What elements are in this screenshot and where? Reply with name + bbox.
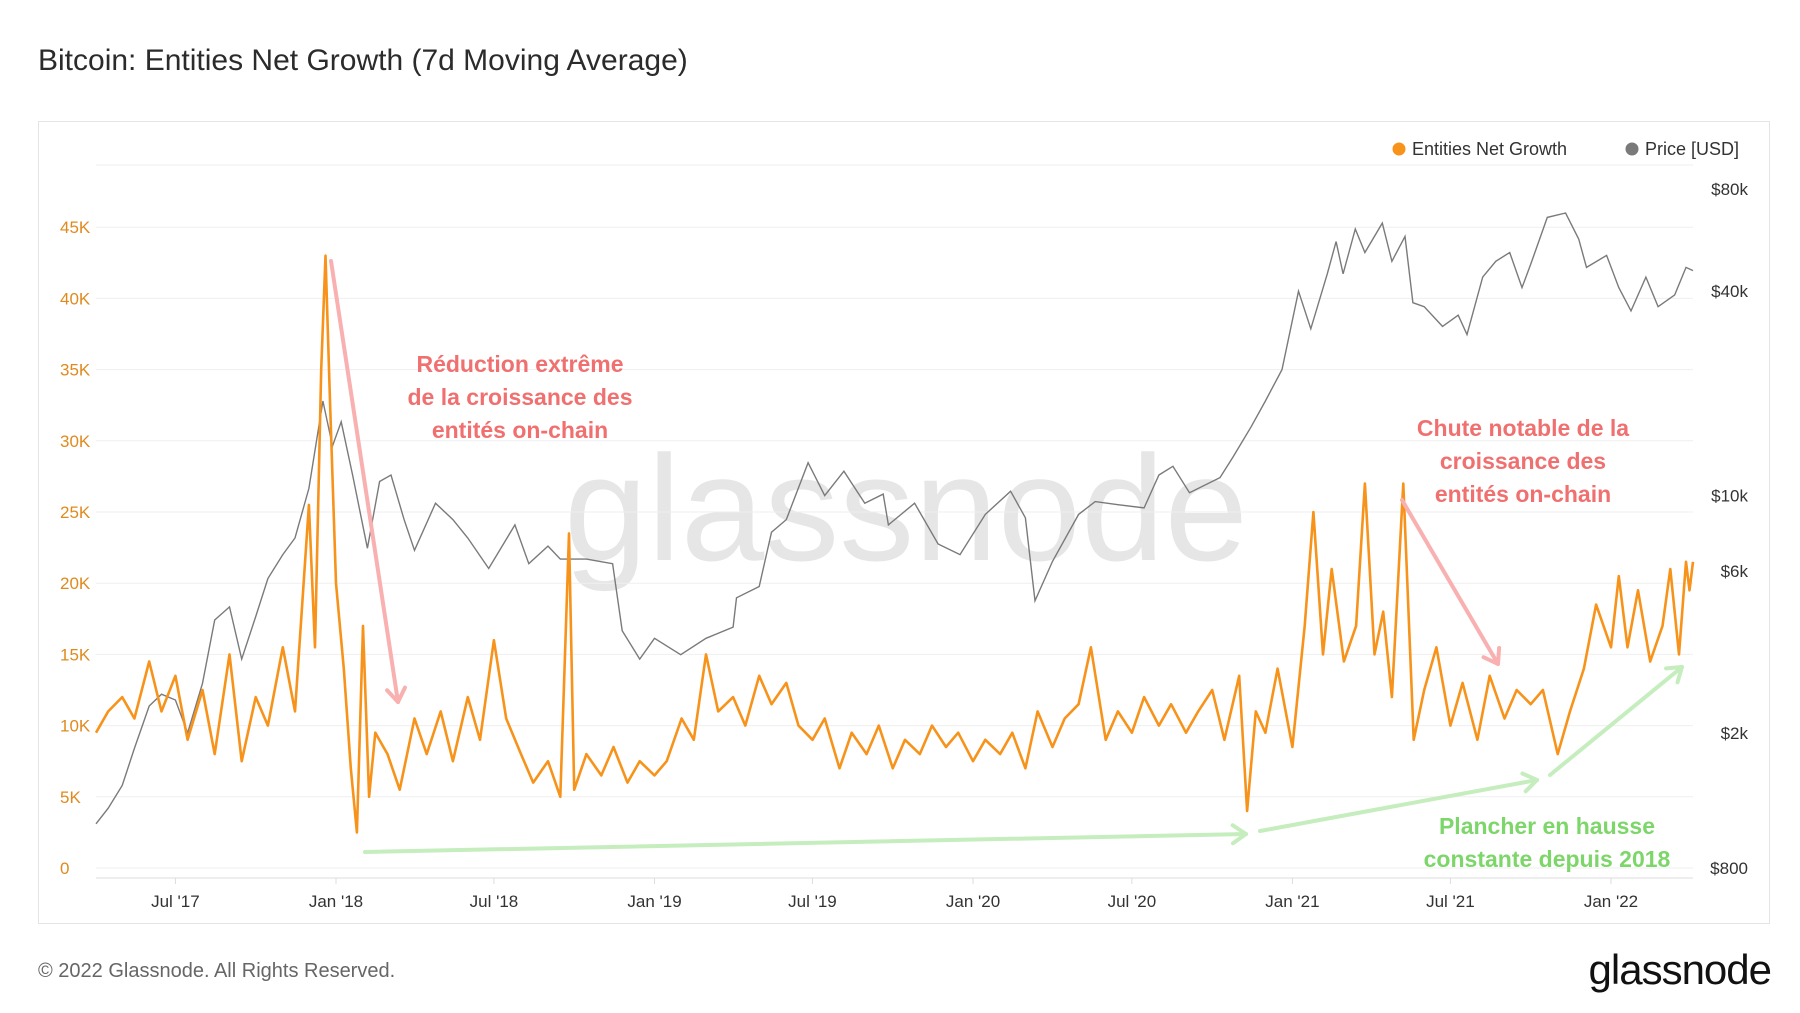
green-arrow-floor-3 (1548, 665, 1684, 777)
x-tick-label: Jan '20 (946, 892, 1000, 911)
red-arrow-decline-2018 (329, 259, 400, 704)
x-tick-label: Jul '20 (1108, 892, 1157, 911)
annotation-text: Chute notable de la (1417, 415, 1629, 441)
x-tick-label: Jul '17 (151, 892, 200, 911)
x-tick-label: Jan '18 (309, 892, 363, 911)
y-left-tick-label: 20K (60, 574, 91, 593)
page-title: Bitcoin: Entities Net Growth (7d Moving … (38, 44, 688, 77)
green-arrow-floor-2 (1258, 778, 1539, 833)
price-line (95, 212, 1694, 825)
annotation-text: croissance des (1440, 448, 1606, 474)
x-tick-label: Jan '19 (627, 892, 681, 911)
y-right-tick-label: $80k (1711, 180, 1748, 199)
y-left-tick-label: 5K (60, 788, 81, 807)
chart-container (38, 121, 1770, 924)
y-left-tick-label: 0 (60, 859, 69, 878)
annotation-text: Réduction extrême (416, 351, 623, 377)
legend-label-entities: Entities Net Growth (1412, 139, 1567, 159)
y-left-tick-label: 45K (60, 218, 91, 237)
red-arrow-decline-2018-head (385, 685, 407, 704)
entities-line (94, 254, 1695, 834)
y-right-tick-label: $800 (1710, 859, 1748, 878)
y-right-tick-label: $2k (1721, 724, 1749, 743)
y-left-tick-label: 35K (60, 361, 91, 380)
annotation-text: entités on-chain (1435, 481, 1611, 507)
red-arrow-decline-2021-head (1481, 646, 1502, 666)
legend-label-price: Price [USD] (1645, 139, 1739, 159)
x-tick-label: Jan '21 (1265, 892, 1319, 911)
y-left-tick-label: 25K (60, 503, 91, 522)
y-right-tick-label: $6k (1721, 562, 1749, 581)
y-right-tick-label: $10k (1711, 487, 1748, 506)
glassnode-logo: glassnode (1588, 946, 1772, 993)
red-arrow-decline-2021 (1400, 498, 1500, 666)
y-left-tick-label: 30K (60, 432, 91, 451)
green-arrow-floor-2-head (1520, 771, 1539, 794)
annotation-text: Plancher en hausse (1439, 813, 1655, 839)
legend-dot-entities (1392, 142, 1406, 156)
annotation-text: constante depuis 2018 (1424, 846, 1671, 872)
annotation-text: de la croissance des (407, 384, 632, 410)
green-arrow-floor-3-head (1664, 665, 1684, 685)
x-tick-label: Jul '19 (788, 892, 837, 911)
green-arrow-floor-1 (363, 832, 1248, 854)
x-tick-label: Jul '21 (1426, 892, 1475, 911)
x-tick-label: Jul '18 (470, 892, 519, 911)
y-right-tick-label: $40k (1711, 282, 1748, 301)
watermark: glassnode (564, 424, 1248, 592)
legend-dot-price (1625, 142, 1639, 156)
x-tick-label: Jan '22 (1584, 892, 1638, 911)
copyright: © 2022 Glassnode. All Rights Reserved. (38, 960, 396, 982)
annotation-text: entités on-chain (432, 417, 608, 443)
green-arrow-floor-1-head (1230, 823, 1248, 846)
y-left-tick-label: 40K (60, 289, 91, 308)
y-left-tick-label: 15K (60, 645, 91, 664)
y-left-tick-label: 10K (60, 717, 91, 736)
